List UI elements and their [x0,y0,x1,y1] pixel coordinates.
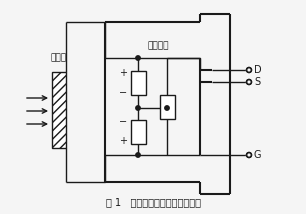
Text: 图 1   双探测元热释电红外传感器: 图 1 双探测元热释电红外传感器 [106,197,200,207]
Circle shape [247,153,252,158]
Text: D: D [254,65,262,75]
Text: G: G [254,150,262,160]
Circle shape [247,79,252,85]
Text: S: S [254,77,260,87]
Circle shape [136,106,140,110]
Text: 滤光片: 滤光片 [51,53,67,62]
Bar [130,71,145,95]
Bar [130,119,145,144]
Text: +: + [120,137,128,147]
Bar [52,72,66,148]
Text: 双探测元: 双探测元 [148,41,170,50]
Circle shape [247,67,252,73]
Bar [159,95,174,119]
Circle shape [136,153,140,157]
Text: −: − [119,116,128,126]
Text: −: − [119,88,128,98]
Circle shape [136,56,140,60]
Circle shape [165,106,169,110]
Text: +: + [120,68,128,78]
